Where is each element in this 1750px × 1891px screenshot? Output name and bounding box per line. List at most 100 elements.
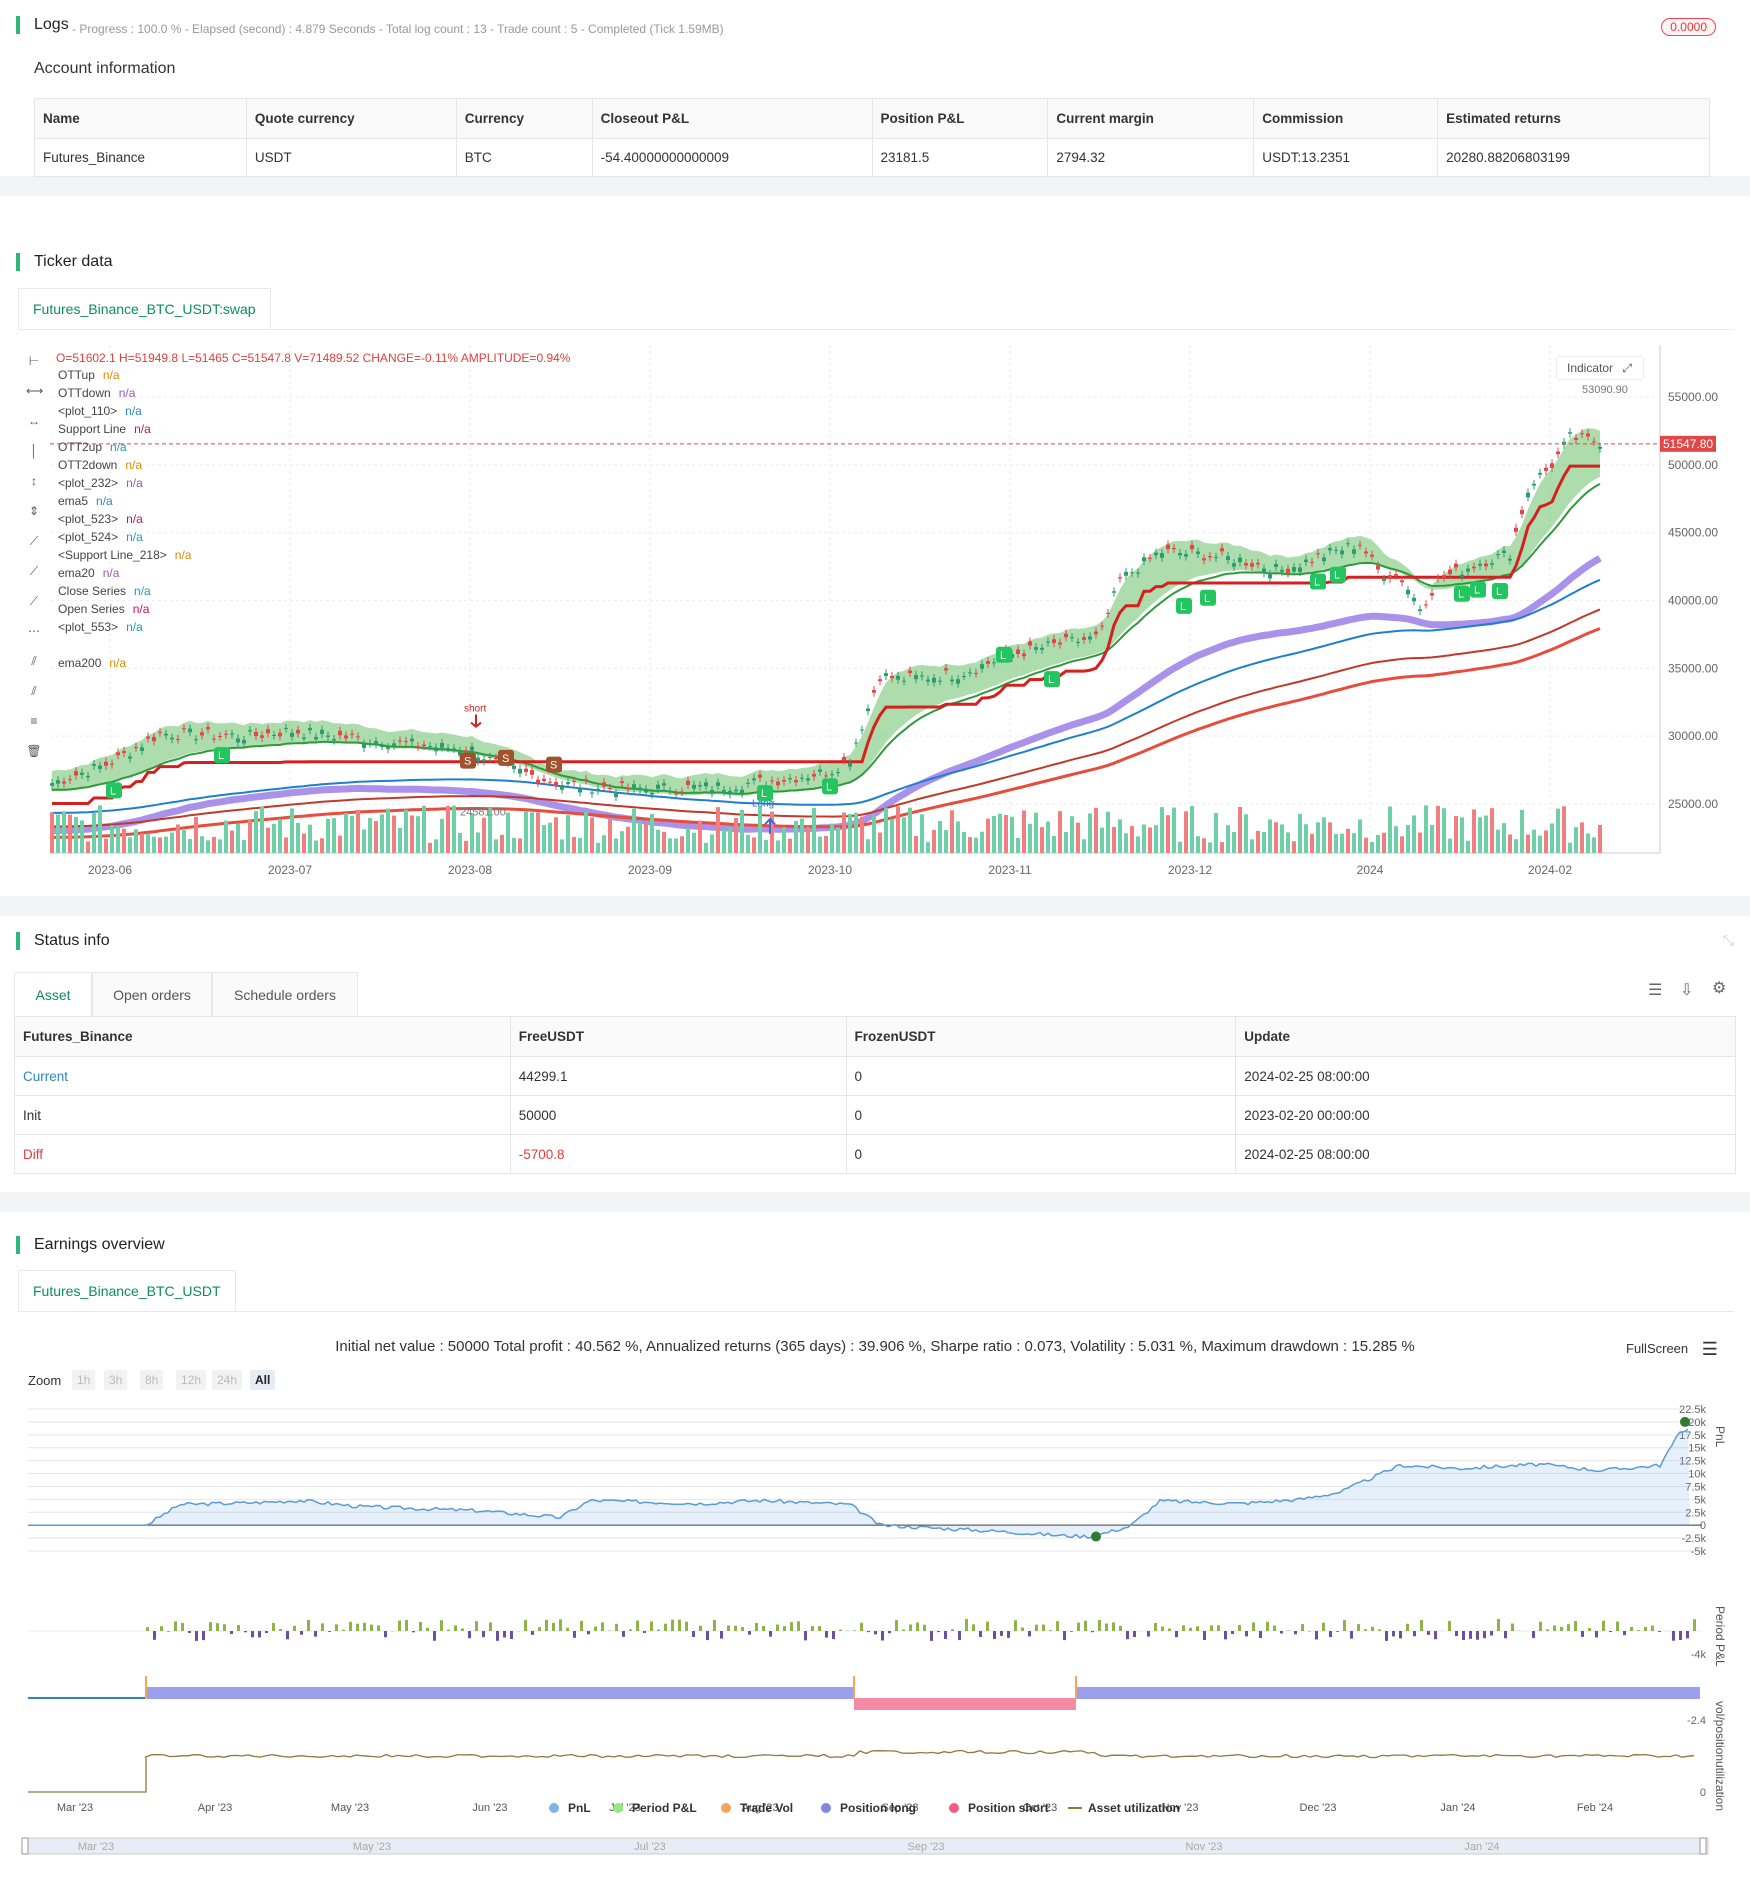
text-tool-icon[interactable]: ⋯: [28, 624, 40, 638]
cloud-download-icon[interactable]: ⇩: [1680, 982, 1694, 999]
volume-bar: [434, 839, 438, 853]
long-marker: [1044, 671, 1060, 688]
extended-line-icon[interactable]: ⟋: [29, 594, 39, 608]
zoom-8h[interactable]: 8h: [140, 1370, 164, 1390]
tab-asset[interactable]: Asset: [14, 972, 92, 1016]
horizontal-segment-icon[interactable]: ↔: [28, 414, 40, 428]
legend-item[interactable]: OTT2down n/a: [58, 458, 142, 472]
legend-item[interactable]: <plot_232> n/a: [58, 476, 143, 490]
legend-item[interactable]: Support Line n/a: [58, 422, 151, 436]
candle-body: [158, 731, 162, 733]
indicator-button[interactable]: Indicator ⤢: [1556, 356, 1644, 380]
long-marker: [1492, 583, 1508, 600]
period-bar: [734, 1625, 737, 1631]
x-tick-label: Jan '24: [1440, 1802, 1475, 1814]
list-icon[interactable]: ☰: [1648, 982, 1663, 999]
legend-item[interactable]: <plot_523> n/a: [58, 512, 143, 526]
fib-fan-icon[interactable]: ⫽: [31, 684, 37, 698]
account-cell-6: USDT:13.2351: [1253, 138, 1439, 177]
period-bar: [216, 1623, 219, 1631]
fullscreen-button[interactable]: FullScreen ☰: [1626, 1339, 1718, 1360]
candle-body: [296, 729, 300, 734]
volume-bar: [164, 836, 168, 853]
ticker-chart[interactable]: 55000.00 50000.00 45000.00 40000.00 35000.00…: [0, 340, 1750, 880]
x-tick-label: 2023-09: [628, 863, 672, 877]
legend-item[interactable]: OTT2up n/a: [58, 440, 127, 454]
candle-body: [926, 679, 930, 682]
zoom-3h[interactable]: 3h: [104, 1370, 128, 1390]
fib-retracement-icon[interactable]: ≡: [30, 714, 38, 728]
volume-bar: [1256, 830, 1260, 853]
zoom-24h[interactable]: 24h: [212, 1370, 243, 1390]
volume-bar: [1394, 826, 1398, 853]
long-marker-text: L: [1048, 674, 1054, 686]
x-tick-label: Dec '23: [1300, 1802, 1337, 1814]
volume-bar: [392, 815, 396, 853]
trend-line-icon[interactable]: ⟋: [29, 534, 39, 548]
volume-bar: [1568, 842, 1572, 853]
tab-schedule-orders[interactable]: Schedule orders: [212, 972, 358, 1016]
horizontal-ray-icon[interactable]: ⊢: [28, 354, 40, 368]
long-marker-text: L: [218, 750, 224, 762]
earnings-chart[interactable]: 22.5k20k17.5k15k12.5k10k7.5k5k2.5k0-2.5k…: [0, 1396, 1750, 1891]
vertical-line-icon[interactable]: │: [30, 444, 38, 458]
candle-body: [1280, 569, 1284, 572]
candle-body: [278, 732, 282, 737]
legend-item[interactable]: <plot_524> n/a: [58, 530, 143, 544]
tab-open-orders[interactable]: Open orders: [92, 972, 212, 1016]
legend-item[interactable]: Close Series n/a: [58, 584, 151, 598]
trash-icon[interactable]: 🗑: [26, 744, 42, 758]
volume-bar: [890, 818, 894, 853]
collapse-icon[interactable]: ⤡: [1722, 932, 1734, 948]
zoom-1h[interactable]: 1h: [72, 1370, 96, 1390]
candle-body: [398, 740, 402, 742]
x-tick-label: Nov '23: [1162, 1802, 1199, 1814]
period-bar: [895, 1620, 898, 1631]
legend-item[interactable]: Open Series n/a: [58, 602, 149, 616]
candle-body: [590, 792, 594, 794]
period-bar: [860, 1622, 863, 1631]
volume-bar: [344, 813, 348, 853]
legend-item[interactable]: <Support Line_218> n/a: [58, 548, 191, 562]
legend-item[interactable]: <plot_110> n/a: [58, 404, 142, 418]
navigator-handle-left: [21, 1837, 29, 1855]
gear-icon[interactable]: ⚙: [1712, 980, 1727, 997]
parallel-channel-icon[interactable]: ⫽: [31, 654, 37, 668]
legend-name: <plot_232>: [58, 476, 119, 490]
volume-bar: [1130, 826, 1134, 853]
period-bar: [419, 1621, 422, 1631]
legend-item[interactable]: ema200 n/a: [58, 656, 126, 670]
account-cell-4: 23181.5: [871, 138, 1049, 177]
zoom-all[interactable]: All: [250, 1370, 276, 1390]
volume-bar: [1250, 839, 1254, 853]
legend-item[interactable]: OTTup n/a: [58, 368, 120, 382]
volume-bar: [1136, 836, 1140, 853]
tab-ticker-swap[interactable]: Futures_Binance_BTC_USDT:swap: [18, 288, 271, 330]
candle-body: [602, 782, 606, 787]
ray-line-icon[interactable]: ⟋: [29, 564, 39, 578]
legend-item[interactable]: ema5 n/a: [58, 494, 113, 508]
candle-body: [1430, 593, 1434, 596]
candle-body: [464, 750, 468, 752]
tab-earnings[interactable]: Futures_Binance_BTC_USDT: [18, 1270, 236, 1312]
axis-title: PnL: [1713, 1426, 1727, 1448]
volume-bar: [458, 832, 462, 853]
volume-bar: [1100, 827, 1104, 853]
vertical-segment-icon[interactable]: ↕: [31, 474, 37, 488]
vertical-ray-icon[interactable]: ⇕: [28, 504, 40, 518]
zoom-12h[interactable]: 12h: [176, 1370, 207, 1390]
asset-col-header-1: FreeUSDT: [509, 1016, 847, 1057]
legend-item[interactable]: OTTdown n/a: [58, 386, 135, 400]
asset-table: Futures_Binance FreeUSDT FrozenUSDT Update …: [14, 1016, 1736, 1174]
navigator-tick-label: Mar '23: [78, 1841, 114, 1853]
menu-icon[interactable]: ☰: [1701, 1339, 1718, 1359]
legend-item[interactable]: <plot_553> n/a: [58, 620, 143, 634]
legend-item[interactable]: ema20 n/a: [58, 566, 119, 580]
candle-body: [1334, 549, 1338, 551]
horizontal-line-icon[interactable]: ⟷: [26, 384, 44, 398]
volume-bar: [1022, 810, 1026, 853]
candle-body: [1574, 438, 1578, 440]
candle-body: [962, 676, 966, 678]
period-bar: [265, 1631, 268, 1634]
period-bar: [1070, 1631, 1073, 1632]
